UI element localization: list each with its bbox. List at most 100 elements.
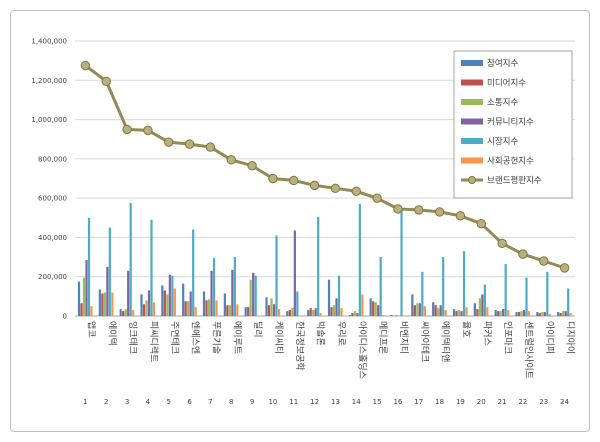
- bar: [288, 310, 291, 316]
- bars: [77, 203, 572, 316]
- bar: [327, 279, 331, 316]
- bar: [163, 290, 166, 316]
- bar: [413, 305, 416, 316]
- legend-swatch: [461, 60, 483, 66]
- line-point: [518, 249, 528, 259]
- bar: [522, 310, 526, 316]
- category-label: 씨아이테크: [419, 321, 430, 362]
- line-point: [330, 183, 341, 194]
- bar: [98, 289, 101, 316]
- category-number: 20: [477, 398, 486, 406]
- y-tick-label: 1,000,000: [31, 116, 67, 124]
- bar: [90, 306, 93, 316]
- category-number: 8: [229, 398, 233, 406]
- bar: [478, 298, 481, 316]
- bar: [382, 315, 385, 316]
- chart-svg: 0 200,000 400,000 600,000 800,000 1,000,000 1,…: [31, 38, 576, 407]
- bar: [319, 313, 322, 316]
- category-label: 메디프론: [377, 321, 388, 354]
- bar: [293, 230, 296, 316]
- line-point: [80, 60, 91, 71]
- bar: [252, 272, 255, 316]
- bar: [106, 266, 109, 316]
- bar: [434, 305, 437, 316]
- bar: [291, 308, 294, 316]
- bar: [212, 258, 216, 316]
- bar: [476, 309, 479, 316]
- bar: [379, 257, 382, 316]
- line-point: [247, 161, 257, 171]
- line-point: [309, 180, 320, 191]
- bar: [140, 294, 143, 316]
- legend-swatch: [461, 118, 483, 125]
- bar: [296, 291, 299, 316]
- legend-label: 참여지수: [487, 58, 518, 69]
- category-label: 디지아이: [565, 321, 576, 354]
- bar: [101, 293, 104, 316]
- bar: [517, 312, 521, 316]
- line-point: [559, 263, 570, 273]
- legend-swatch: [461, 157, 483, 164]
- category-label: 비엔지티: [398, 321, 409, 354]
- bar: [377, 305, 380, 316]
- bar: [145, 300, 148, 316]
- legend-swatch: [461, 79, 483, 86]
- bar: [473, 303, 476, 316]
- bar: [372, 301, 375, 316]
- y-tick-label: 400,000: [38, 234, 67, 242]
- bar: [400, 209, 403, 316]
- category-label: 엔에스엔: [190, 321, 201, 354]
- bar: [358, 204, 361, 316]
- bar: [103, 292, 106, 316]
- category-label: 주연테크: [169, 321, 180, 354]
- y-tick-label: 1,200,000: [31, 77, 67, 85]
- bar: [80, 303, 83, 316]
- legend-label: 사회공헌지수: [487, 157, 534, 167]
- bar: [557, 312, 560, 316]
- bar: [494, 310, 497, 316]
- category-number: 11: [289, 398, 298, 406]
- bar: [418, 303, 421, 316]
- bar: [267, 305, 271, 316]
- category-number: 15: [373, 398, 382, 406]
- bar: [538, 313, 541, 316]
- category-number: 1: [83, 398, 87, 406]
- bar: [173, 288, 176, 316]
- category-number: 19: [456, 398, 465, 406]
- bar: [369, 298, 372, 316]
- y-tick-label: 600,000: [38, 195, 67, 203]
- legend-label: 브랜드평판지수: [487, 175, 542, 186]
- legend-label: 미디어지수: [487, 78, 526, 89]
- gridlines: [75, 40, 575, 317]
- bar: [457, 310, 461, 316]
- bar: [187, 301, 190, 316]
- bar: [277, 309, 281, 316]
- bar: [548, 314, 551, 316]
- bar: [462, 251, 466, 316]
- bar: [390, 315, 393, 316]
- bar: [444, 310, 447, 316]
- bar: [525, 277, 528, 316]
- bar: [82, 277, 86, 316]
- category-number: 9: [250, 398, 254, 406]
- bar: [504, 263, 507, 316]
- category-label: 푸른기술: [210, 321, 221, 354]
- bar: [569, 313, 572, 316]
- category-label: 피씨디렉트: [148, 321, 159, 362]
- line-point: [455, 211, 466, 221]
- category-label: 에이루트: [231, 321, 242, 354]
- category-number: 23: [539, 398, 548, 406]
- category-label: 한국정보공학: [294, 321, 305, 371]
- legend-label: 시장지수: [487, 136, 518, 147]
- bar: [541, 312, 544, 316]
- bar: [194, 307, 197, 316]
- legend-swatch: [461, 138, 483, 144]
- bar: [348, 315, 351, 316]
- bar: [395, 315, 398, 316]
- y-tick-label: 0: [63, 313, 67, 321]
- legend-marker: [468, 176, 476, 184]
- bar: [142, 304, 146, 316]
- y-tick-label: 1,400,000: [31, 38, 67, 46]
- line-point: [205, 142, 216, 152]
- bar: [77, 281, 81, 316]
